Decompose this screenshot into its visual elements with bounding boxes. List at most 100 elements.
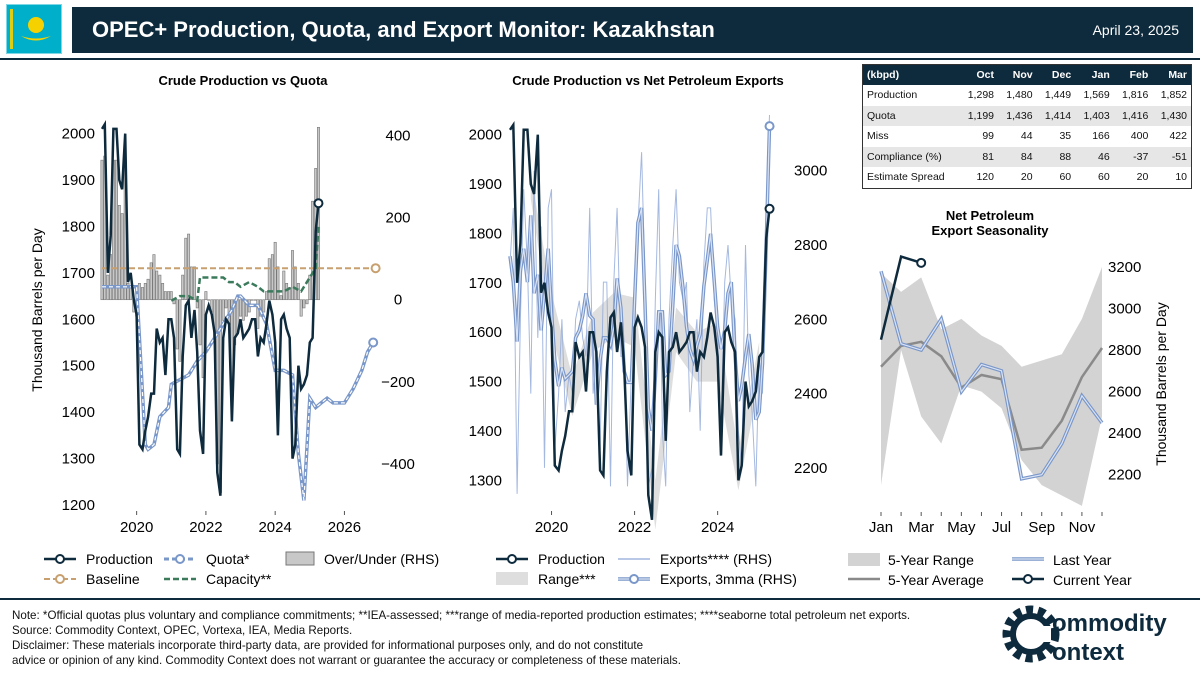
over-under-bar bbox=[296, 283, 300, 301]
y-tick-label: 1400 bbox=[469, 423, 502, 440]
capacity-line bbox=[170, 226, 320, 303]
table-cell: 1,414 bbox=[1036, 105, 1076, 126]
y2-tick-label: 200 bbox=[385, 210, 410, 227]
over-under-bar bbox=[109, 254, 113, 301]
legend-overunder-swatch bbox=[285, 551, 315, 566]
legend-overunder-label: Over/Under (RHS) bbox=[324, 551, 439, 567]
x-tick-label: 2020 bbox=[535, 519, 568, 536]
x-tick-label: Nov bbox=[1069, 519, 1096, 536]
over-under-bar bbox=[207, 299, 211, 301]
table-row: Quota 1,199 1,436 1,414 1,403 1,416 1,43… bbox=[862, 105, 1192, 126]
over-under-bar bbox=[253, 299, 257, 301]
over-under-bar bbox=[167, 291, 170, 301]
exports-3mma-end-marker bbox=[764, 121, 775, 132]
over-under-bar bbox=[279, 295, 283, 301]
table-cell: 10 bbox=[1175, 171, 1187, 184]
over-under-bar bbox=[276, 266, 280, 301]
y2-tick-label: 2600 bbox=[794, 311, 827, 328]
y-tick-label: 1800 bbox=[62, 218, 95, 235]
export-seasonality-chart: Net Petroleum Export Seasonality Thousan… bbox=[848, 208, 1169, 588]
table-header-cell: Mar bbox=[1152, 64, 1192, 85]
legend-production-label: Production bbox=[86, 551, 153, 567]
over-under-bar bbox=[117, 205, 121, 301]
table-cell: 422 bbox=[1169, 130, 1187, 143]
chart3-legend: 5-Year Range Last Year 5-Year Average Curre… bbox=[848, 552, 1132, 588]
last-year-line-inner bbox=[880, 271, 1103, 480]
kazakhstan-flag-icon bbox=[6, 4, 62, 54]
table-row-label: Miss bbox=[867, 130, 889, 143]
summary-table: (kbpd) Oct Nov Dec Jan Feb Mar Productio… bbox=[862, 64, 1192, 189]
over-under-bar bbox=[250, 299, 254, 301]
y-tick-label: 2600 bbox=[1108, 384, 1141, 401]
over-under-bar bbox=[169, 291, 173, 301]
over-under-bar bbox=[302, 299, 306, 309]
table-cell: 400 bbox=[1130, 130, 1149, 143]
legend-production-marker bbox=[507, 554, 517, 564]
report-date: April 23, 2025 bbox=[1092, 22, 1179, 38]
y2-tick-label: 3000 bbox=[794, 163, 827, 180]
legend-last-year-label: Last Year bbox=[1053, 552, 1112, 568]
over-under-bar bbox=[273, 241, 277, 301]
table-cell: -37 bbox=[1113, 146, 1153, 167]
table-header-row: (kbpd) Oct Nov Dec Jan Feb Mar bbox=[862, 64, 1192, 85]
chart3-title-line1: Net Petroleum bbox=[946, 208, 1034, 223]
table-cell: 60 bbox=[1059, 171, 1072, 184]
table-cell: 20 bbox=[1136, 171, 1149, 184]
table-header-cell: (kbpd) bbox=[862, 64, 960, 85]
table-cell: 81 bbox=[959, 146, 998, 167]
legend-baseline-marker bbox=[55, 574, 65, 584]
over-under-bar bbox=[163, 291, 167, 301]
over-under-bar bbox=[146, 278, 150, 301]
legend-current-year-marker bbox=[1023, 574, 1033, 584]
source-text: Source: Commodity Context, OPEC, Vortexa… bbox=[12, 624, 353, 637]
legend-range-label: 5-Year Range bbox=[888, 552, 974, 568]
table-cell: 1,403 bbox=[1075, 105, 1114, 126]
y-tick-label: 3200 bbox=[1108, 259, 1141, 276]
chart1-title: Crude Production vs Quota bbox=[158, 73, 328, 88]
table-cell: 84 bbox=[998, 146, 1037, 167]
x-tick-label: May bbox=[947, 519, 976, 536]
over-under-bar bbox=[155, 270, 159, 301]
over-under-bar bbox=[285, 283, 289, 301]
y-tick-label: 3000 bbox=[1108, 301, 1141, 318]
logo-line2: ontext bbox=[1052, 639, 1124, 666]
table-cell: 60 bbox=[1098, 171, 1110, 184]
five-year-range-band bbox=[881, 267, 1102, 506]
legend-current-year-label: Current Year bbox=[1053, 572, 1132, 588]
table-cell: 1,852 bbox=[1160, 89, 1187, 102]
table-cell: 1,480 bbox=[1006, 89, 1033, 102]
over-under-bar bbox=[204, 291, 208, 301]
over-under-bar bbox=[270, 254, 274, 301]
quota-line-inner bbox=[102, 286, 374, 501]
over-under-bar bbox=[161, 283, 165, 301]
over-under-bar bbox=[262, 299, 266, 313]
x-tick-label: 2024 bbox=[701, 519, 734, 536]
over-under-bar bbox=[239, 299, 242, 317]
y-tick-label: 1300 bbox=[469, 472, 502, 489]
table-cell: 1,298 bbox=[967, 89, 994, 102]
legend-3mma-marker bbox=[629, 574, 639, 584]
over-under-bar bbox=[244, 299, 248, 317]
chart1-ylabel: Thousand Barrels per Day bbox=[29, 228, 45, 391]
disclaimer-text-2: advice or opinion of any kind. Commodity… bbox=[12, 654, 681, 667]
over-under-bar bbox=[299, 299, 303, 317]
range-band bbox=[530, 174, 760, 530]
over-under-bar bbox=[178, 299, 182, 362]
production-line bbox=[100, 119, 320, 496]
table-cell: 88 bbox=[1036, 146, 1076, 167]
production-line bbox=[508, 120, 771, 520]
table-cell: 1,449 bbox=[1044, 89, 1072, 102]
charts-canvas: Crude Production vs Quota Thousand Barre… bbox=[29, 73, 1169, 588]
over-under-bar bbox=[141, 287, 144, 301]
table-cell: 46 bbox=[1075, 146, 1114, 167]
table-cell: 1,816 bbox=[1122, 89, 1149, 102]
table-header-cell: Jan bbox=[1075, 64, 1114, 85]
x-tick-label: Mar bbox=[908, 519, 934, 536]
current-year-line bbox=[879, 255, 922, 340]
over-under-bar bbox=[224, 299, 228, 309]
x-tick-label: 2022 bbox=[618, 519, 651, 536]
table-header-cell: Oct bbox=[959, 64, 998, 85]
over-under-bar bbox=[308, 274, 312, 301]
y-tick-label: 1800 bbox=[469, 225, 502, 242]
over-under-bar bbox=[120, 213, 124, 301]
